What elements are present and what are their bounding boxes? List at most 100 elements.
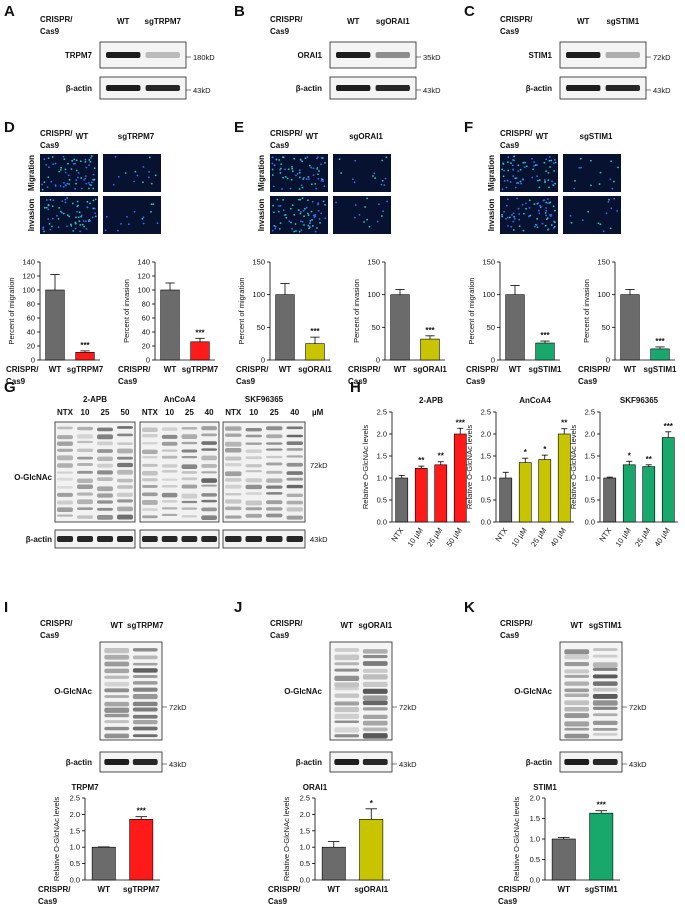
cell [91, 216, 94, 219]
cell [324, 217, 327, 220]
cell [311, 200, 314, 203]
cell [73, 158, 76, 161]
band [286, 448, 303, 451]
band [77, 492, 93, 496]
cell [368, 225, 371, 228]
cell [51, 217, 54, 220]
cell [525, 202, 527, 205]
band [104, 713, 130, 718]
x-axis-label: Cas9 [498, 897, 518, 906]
cell [42, 226, 45, 229]
band [142, 449, 158, 454]
bar [650, 348, 670, 361]
cell [47, 157, 50, 160]
y-tick-label: 1.0 [377, 474, 387, 483]
y-tick-label: 1.0 [585, 474, 595, 483]
band [564, 693, 590, 697]
band [334, 727, 360, 733]
band [142, 484, 158, 488]
band [181, 477, 198, 481]
band [97, 434, 113, 440]
blot-frame [99, 641, 163, 741]
panel-letter: C [464, 3, 475, 20]
band [181, 449, 198, 453]
band [57, 448, 73, 452]
band [605, 52, 640, 58]
lane-label: 50 [121, 408, 130, 417]
lane-label: sgTRPM7 [118, 132, 155, 141]
band [117, 536, 133, 542]
band [592, 667, 618, 671]
cell [514, 186, 517, 189]
cell [124, 172, 127, 174]
band [375, 52, 410, 58]
cell [72, 229, 75, 232]
cell [385, 156, 388, 159]
size-marker: 43kD [193, 86, 211, 95]
cell [525, 207, 528, 210]
cell [505, 217, 507, 220]
band [57, 441, 73, 446]
y-tick-label: 1.5 [70, 826, 80, 835]
x-tick-label: NTX [389, 526, 405, 543]
cell [513, 215, 515, 218]
cell [71, 159, 74, 162]
cell [300, 184, 303, 187]
cell [607, 200, 610, 203]
cell [372, 175, 374, 177]
band [286, 471, 303, 475]
group-label: SKF96365 [245, 395, 284, 404]
cell [609, 227, 612, 230]
cell [552, 183, 554, 186]
x-tick-label: WT [328, 885, 341, 894]
cell [293, 157, 296, 160]
cell [503, 180, 506, 182]
lane-label: WT [347, 17, 360, 26]
significance: *** [456, 418, 466, 427]
y-tick-label: 100 [252, 290, 265, 299]
band [334, 675, 360, 681]
cell [68, 215, 71, 218]
band [334, 662, 360, 666]
y-tick-label: 0.0 [585, 518, 595, 527]
cell [280, 163, 283, 165]
y-tick-label: 2.0 [70, 810, 80, 819]
cell [569, 214, 572, 217]
cell [510, 225, 513, 228]
cell [512, 229, 515, 231]
cell [521, 203, 524, 206]
band [225, 471, 242, 477]
cell [548, 186, 550, 189]
x-axis-label: Cas9 [236, 377, 256, 386]
y-tick-label: 2.0 [377, 430, 387, 439]
band [286, 507, 303, 512]
micrograph [333, 196, 391, 234]
y-tick-label: 0 [376, 356, 380, 365]
band [334, 720, 360, 723]
cell [274, 227, 277, 230]
cell [75, 182, 77, 185]
band [266, 434, 283, 439]
cell [46, 186, 49, 189]
cell [64, 168, 67, 171]
band [77, 434, 93, 439]
cell [92, 199, 95, 202]
cell [518, 213, 521, 215]
cell [322, 180, 324, 182]
cell [64, 198, 67, 201]
band [336, 85, 371, 91]
significance: *** [310, 327, 320, 336]
row-label: Invasion [27, 199, 36, 232]
band [161, 434, 178, 439]
y-tick-label: 100 [137, 286, 150, 295]
cell [316, 167, 319, 169]
cell [67, 162, 69, 165]
cell [47, 218, 50, 220]
y-tick-label: 1.0 [300, 843, 310, 852]
blot-frame [559, 76, 647, 100]
cell [380, 215, 383, 217]
band [181, 426, 198, 430]
lane-label: NTX [142, 408, 159, 417]
band [362, 700, 388, 706]
y-tick-label: 2.0 [585, 430, 595, 439]
